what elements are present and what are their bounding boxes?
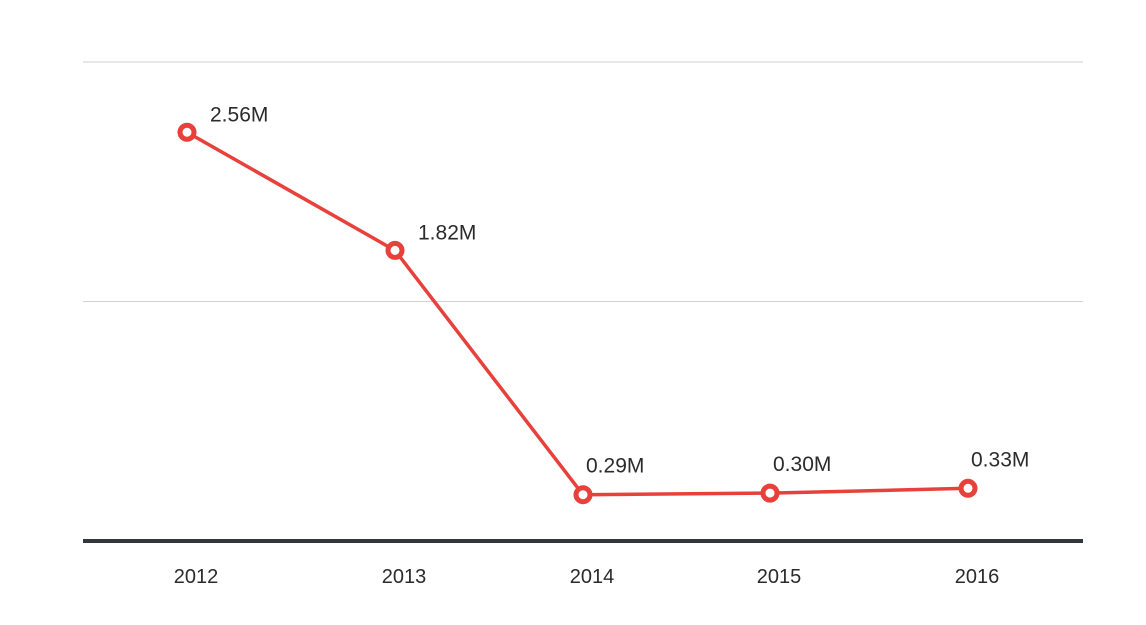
data-point-2013	[385, 240, 405, 260]
x-tick-label-2016: 2016	[955, 566, 1000, 588]
x-tick-label-2013: 2013	[382, 566, 427, 588]
x-tick-label-2014: 2014	[570, 566, 615, 588]
grid-layer	[83, 61, 1083, 302]
data-point-2012	[177, 122, 197, 142]
data-label-2014: 0.29M	[586, 455, 644, 478]
data-label-2012: 2.56M	[210, 103, 268, 126]
x-axis-tick-labels: 2012 2013 2014 2015 2016	[174, 566, 1000, 588]
series-layer: 2.56M 1.82M 0.29M 0.30M 0.33M	[177, 103, 1029, 505]
data-point-2015	[760, 483, 780, 503]
data-point-2014	[573, 485, 593, 505]
x-tick-label-2012: 2012	[174, 566, 219, 588]
data-label-2016: 0.33M	[971, 448, 1029, 471]
data-point-2016	[958, 478, 978, 498]
data-label-2015: 0.30M	[773, 453, 831, 476]
series-line	[185, 130, 970, 497]
x-tick-label-2015: 2015	[757, 566, 802, 588]
data-label-2013: 1.82M	[418, 221, 476, 244]
